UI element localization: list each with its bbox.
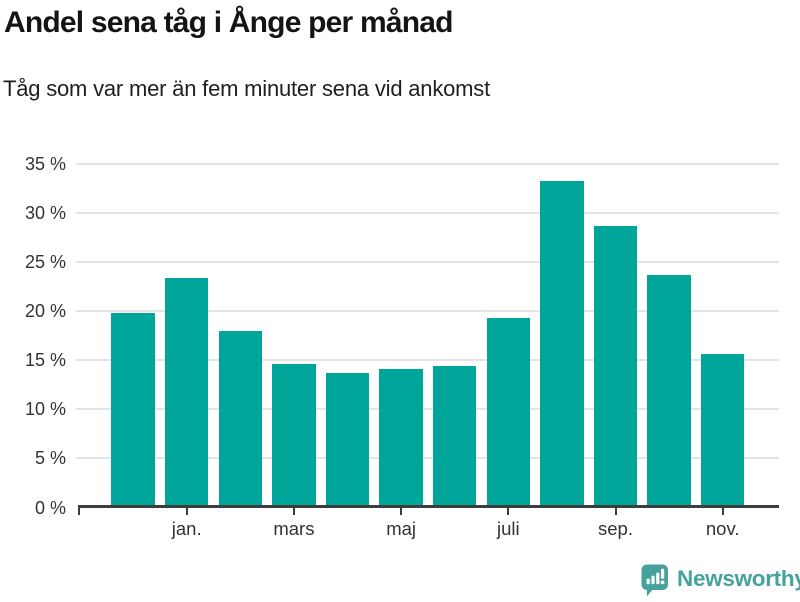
x-axis-tick: [400, 508, 403, 515]
bar-month-11: [700, 354, 745, 508]
x-axis-tick: [507, 508, 510, 515]
y-gridline: [76, 260, 779, 263]
x-axis-tick-label: maj: [386, 518, 416, 539]
y-axis-tick-label: 35 %: [24, 153, 66, 174]
y-axis-tick-label: 25 %: [24, 251, 66, 272]
x-axis-tick: [78, 508, 80, 515]
x-axis-tick: [614, 508, 617, 515]
x-axis-tick-label: nov.: [705, 518, 740, 539]
y-gridline: [76, 309, 779, 312]
y-axis-tick-label: 10 %: [24, 399, 66, 420]
y-gridline: [76, 359, 779, 362]
y-axis-tick-label: 15 %: [24, 350, 66, 371]
x-axis-tick: [292, 508, 295, 515]
y-axis-tick-label: 5 %: [34, 448, 66, 469]
bar-month-1: [164, 278, 209, 508]
y-axis-tick-label: 20 %: [24, 300, 66, 321]
x-axis-tick-label: jan.: [171, 518, 202, 539]
bar-month-7: [486, 317, 531, 508]
newsworthy-logo-icon: [641, 564, 670, 602]
bar-month-10: [647, 274, 691, 508]
y-gridline: [76, 408, 779, 411]
bar-month-6: [432, 365, 477, 508]
y-gridline: [76, 457, 779, 460]
y-gridline: [76, 211, 779, 214]
bar-month-8: [540, 181, 584, 508]
y-gridline: [76, 162, 779, 165]
newsworthy-logo: Newsworthy: [641, 564, 800, 602]
chart-title: Andel sena tåg i Ånge per månad: [4, 6, 453, 39]
x-axis-line: [78, 505, 779, 508]
x-axis-tick-label: mars: [273, 518, 315, 539]
x-axis-tick-label: sep.: [598, 518, 633, 539]
x-axis-tick-label: juli: [496, 518, 520, 539]
newsworthy-logo-text: Newsworthy: [677, 566, 800, 591]
chart-subtitle: Tåg som var mer än fem minuter sena vid …: [3, 76, 491, 101]
bar-month-0: [111, 312, 155, 508]
bar-month-3: [272, 364, 316, 508]
y-axis-tick-label: 0 %: [34, 497, 66, 518]
bar-month-4: [325, 372, 370, 508]
bar-month-9: [593, 226, 638, 508]
bar-month-2: [218, 330, 263, 508]
y-axis-tick-label: 30 %: [24, 202, 66, 223]
x-axis-tick: [185, 508, 188, 515]
bar-month-5: [379, 368, 423, 508]
x-axis-tick: [721, 508, 724, 515]
